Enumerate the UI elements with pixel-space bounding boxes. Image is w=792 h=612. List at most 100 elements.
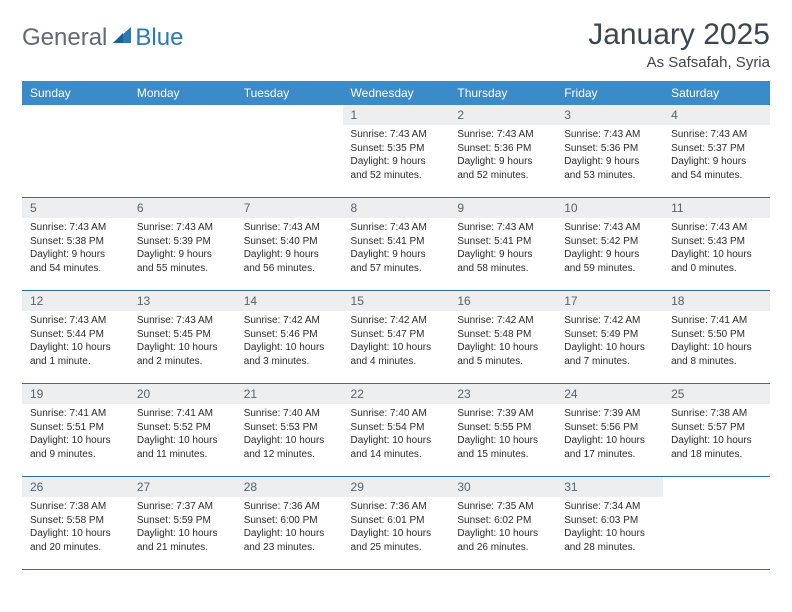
- day-number: [129, 105, 236, 111]
- calendar-cell: 8Sunrise: 7:43 AMSunset: 5:41 PMDaylight…: [343, 198, 450, 291]
- calendar-cell: 13Sunrise: 7:43 AMSunset: 5:45 PMDayligh…: [129, 291, 236, 384]
- calendar-cell: 27Sunrise: 7:37 AMSunset: 5:59 PMDayligh…: [129, 477, 236, 570]
- day-number: 1: [343, 105, 450, 125]
- calendar-cell: 19Sunrise: 7:41 AMSunset: 5:51 PMDayligh…: [22, 384, 129, 477]
- day-details: Sunrise: 7:43 AMSunset: 5:37 PMDaylight:…: [663, 125, 770, 186]
- day-details: Sunrise: 7:41 AMSunset: 5:52 PMDaylight:…: [129, 404, 236, 465]
- calendar-week-row: 12Sunrise: 7:43 AMSunset: 5:44 PMDayligh…: [22, 291, 770, 384]
- day-details: Sunrise: 7:43 AMSunset: 5:41 PMDaylight:…: [343, 218, 450, 279]
- calendar-cell: 7Sunrise: 7:43 AMSunset: 5:40 PMDaylight…: [236, 198, 343, 291]
- calendar-cell: [236, 105, 343, 198]
- day-header: Friday: [556, 81, 663, 105]
- location-subtitle: As Safsafah, Syria: [588, 54, 770, 71]
- calendar-cell: 20Sunrise: 7:41 AMSunset: 5:52 PMDayligh…: [129, 384, 236, 477]
- day-number: 25: [663, 384, 770, 404]
- day-details: Sunrise: 7:43 AMSunset: 5:35 PMDaylight:…: [343, 125, 450, 186]
- day-details: Sunrise: 7:43 AMSunset: 5:42 PMDaylight:…: [556, 218, 663, 279]
- calendar-week-row: 5Sunrise: 7:43 AMSunset: 5:38 PMDaylight…: [22, 198, 770, 291]
- day-header: Sunday: [22, 81, 129, 105]
- day-details: Sunrise: 7:41 AMSunset: 5:51 PMDaylight:…: [22, 404, 129, 465]
- calendar-cell: 3Sunrise: 7:43 AMSunset: 5:36 PMDaylight…: [556, 105, 663, 198]
- day-number: 16: [449, 291, 556, 311]
- calendar-header-row: SundayMondayTuesdayWednesdayThursdayFrid…: [22, 81, 770, 105]
- logo-sail-icon: [111, 25, 133, 52]
- calendar-cell: 15Sunrise: 7:42 AMSunset: 5:47 PMDayligh…: [343, 291, 450, 384]
- day-details: Sunrise: 7:42 AMSunset: 5:46 PMDaylight:…: [236, 311, 343, 372]
- day-number: 24: [556, 384, 663, 404]
- day-number: [236, 105, 343, 111]
- day-details: Sunrise: 7:39 AMSunset: 5:55 PMDaylight:…: [449, 404, 556, 465]
- day-number: 20: [129, 384, 236, 404]
- calendar-cell: 24Sunrise: 7:39 AMSunset: 5:56 PMDayligh…: [556, 384, 663, 477]
- calendar-cell: [22, 105, 129, 198]
- page-title: January 2025: [588, 18, 770, 52]
- day-details: Sunrise: 7:43 AMSunset: 5:39 PMDaylight:…: [129, 218, 236, 279]
- day-details: Sunrise: 7:43 AMSunset: 5:38 PMDaylight:…: [22, 218, 129, 279]
- logo-text-general: General: [22, 24, 107, 52]
- day-details: Sunrise: 7:43 AMSunset: 5:36 PMDaylight:…: [556, 125, 663, 186]
- calendar-cell: 30Sunrise: 7:35 AMSunset: 6:02 PMDayligh…: [449, 477, 556, 570]
- day-header: Wednesday: [343, 81, 450, 105]
- day-number: 27: [129, 477, 236, 497]
- calendar-cell: 14Sunrise: 7:42 AMSunset: 5:46 PMDayligh…: [236, 291, 343, 384]
- calendar-cell: [663, 477, 770, 570]
- calendar-cell: 2Sunrise: 7:43 AMSunset: 5:36 PMDaylight…: [449, 105, 556, 198]
- day-details: Sunrise: 7:43 AMSunset: 5:43 PMDaylight:…: [663, 218, 770, 279]
- day-details: Sunrise: 7:36 AMSunset: 6:00 PMDaylight:…: [236, 497, 343, 558]
- day-number: [22, 105, 129, 111]
- day-number: 11: [663, 198, 770, 218]
- day-number: 14: [236, 291, 343, 311]
- day-details: Sunrise: 7:37 AMSunset: 5:59 PMDaylight:…: [129, 497, 236, 558]
- day-header: Thursday: [449, 81, 556, 105]
- calendar-cell: 25Sunrise: 7:38 AMSunset: 5:57 PMDayligh…: [663, 384, 770, 477]
- calendar-week-row: 19Sunrise: 7:41 AMSunset: 5:51 PMDayligh…: [22, 384, 770, 477]
- day-number: 19: [22, 384, 129, 404]
- day-details: Sunrise: 7:42 AMSunset: 5:48 PMDaylight:…: [449, 311, 556, 372]
- title-block: January 2025 As Safsafah, Syria: [588, 18, 770, 71]
- calendar-cell: 26Sunrise: 7:38 AMSunset: 5:58 PMDayligh…: [22, 477, 129, 570]
- calendar-cell: 22Sunrise: 7:40 AMSunset: 5:54 PMDayligh…: [343, 384, 450, 477]
- day-number: 26: [22, 477, 129, 497]
- day-details: Sunrise: 7:40 AMSunset: 5:53 PMDaylight:…: [236, 404, 343, 465]
- calendar-cell: 17Sunrise: 7:42 AMSunset: 5:49 PMDayligh…: [556, 291, 663, 384]
- calendar-body: 1Sunrise: 7:43 AMSunset: 5:35 PMDaylight…: [22, 105, 770, 570]
- day-number: 3: [556, 105, 663, 125]
- day-details: Sunrise: 7:43 AMSunset: 5:40 PMDaylight:…: [236, 218, 343, 279]
- calendar-cell: 28Sunrise: 7:36 AMSunset: 6:00 PMDayligh…: [236, 477, 343, 570]
- day-number: 17: [556, 291, 663, 311]
- calendar-cell: 5Sunrise: 7:43 AMSunset: 5:38 PMDaylight…: [22, 198, 129, 291]
- day-number: 4: [663, 105, 770, 125]
- day-number: 5: [22, 198, 129, 218]
- day-details: Sunrise: 7:43 AMSunset: 5:36 PMDaylight:…: [449, 125, 556, 186]
- day-details: Sunrise: 7:43 AMSunset: 5:44 PMDaylight:…: [22, 311, 129, 372]
- calendar-cell: 11Sunrise: 7:43 AMSunset: 5:43 PMDayligh…: [663, 198, 770, 291]
- day-number: 18: [663, 291, 770, 311]
- calendar-cell: 29Sunrise: 7:36 AMSunset: 6:01 PMDayligh…: [343, 477, 450, 570]
- day-details: Sunrise: 7:42 AMSunset: 5:47 PMDaylight:…: [343, 311, 450, 372]
- logo-text-blue: Blue: [135, 24, 183, 52]
- calendar-cell: 12Sunrise: 7:43 AMSunset: 5:44 PMDayligh…: [22, 291, 129, 384]
- calendar-cell: 6Sunrise: 7:43 AMSunset: 5:39 PMDaylight…: [129, 198, 236, 291]
- calendar-cell: 10Sunrise: 7:43 AMSunset: 5:42 PMDayligh…: [556, 198, 663, 291]
- calendar-cell: [129, 105, 236, 198]
- day-number: 15: [343, 291, 450, 311]
- day-number: 8: [343, 198, 450, 218]
- header: General Blue January 2025 As Safsafah, S…: [22, 18, 770, 71]
- day-number: 22: [343, 384, 450, 404]
- day-number: 31: [556, 477, 663, 497]
- day-number: 6: [129, 198, 236, 218]
- day-number: 9: [449, 198, 556, 218]
- day-number: 30: [449, 477, 556, 497]
- day-number: 7: [236, 198, 343, 218]
- day-details: Sunrise: 7:35 AMSunset: 6:02 PMDaylight:…: [449, 497, 556, 558]
- day-details: Sunrise: 7:43 AMSunset: 5:41 PMDaylight:…: [449, 218, 556, 279]
- day-header: Saturday: [663, 81, 770, 105]
- day-details: Sunrise: 7:34 AMSunset: 6:03 PMDaylight:…: [556, 497, 663, 558]
- day-number: 10: [556, 198, 663, 218]
- day-header: Monday: [129, 81, 236, 105]
- day-number: 12: [22, 291, 129, 311]
- day-number: [663, 477, 770, 483]
- calendar-cell: 23Sunrise: 7:39 AMSunset: 5:55 PMDayligh…: [449, 384, 556, 477]
- calendar-cell: 1Sunrise: 7:43 AMSunset: 5:35 PMDaylight…: [343, 105, 450, 198]
- logo: General Blue: [22, 18, 183, 52]
